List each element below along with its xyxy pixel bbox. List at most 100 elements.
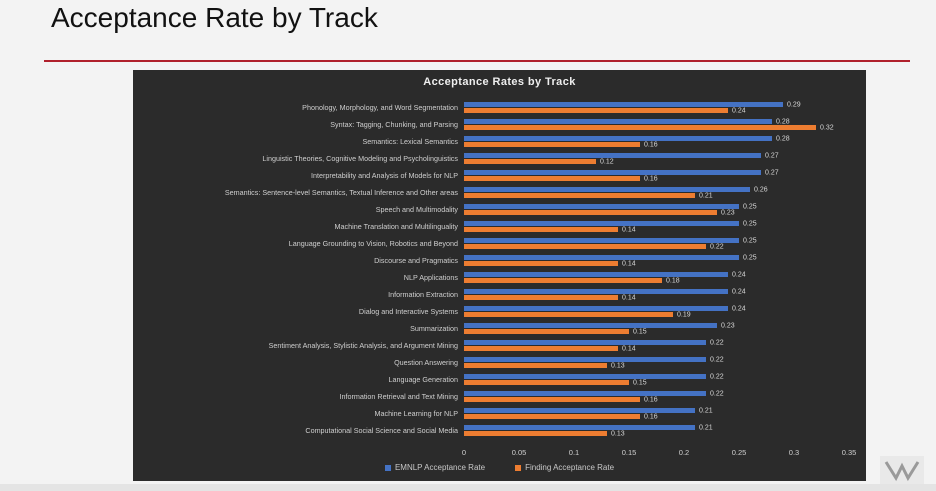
bar-finding xyxy=(464,193,695,198)
x-tick-label: 0.35 xyxy=(842,448,857,457)
legend-swatch-finding xyxy=(515,464,522,471)
data-label-finding: 0.15 xyxy=(633,380,647,387)
data-label-emnlp: 0.23 xyxy=(721,323,735,330)
x-tick-label: 0 xyxy=(462,448,466,457)
data-label-finding: 0.13 xyxy=(611,363,625,370)
data-label-emnlp: 0.25 xyxy=(743,238,757,245)
category-label: Speech and Multimodality xyxy=(376,205,459,214)
chart-panel: Acceptance Rates by Track Phonology, Mor… xyxy=(133,70,866,481)
bar-finding xyxy=(464,363,607,368)
category-label: Discourse and Pragmatics xyxy=(374,256,458,265)
data-label-finding: 0.24 xyxy=(732,108,746,115)
bar-emnlp xyxy=(464,425,695,430)
bar-emnlp xyxy=(464,187,750,192)
bar-finding xyxy=(464,329,629,334)
data-label-emnlp: 0.22 xyxy=(710,391,724,398)
data-label-finding: 0.13 xyxy=(611,431,625,438)
data-label-emnlp: 0.28 xyxy=(776,119,790,126)
data-label-emnlp: 0.27 xyxy=(765,170,779,177)
bar-finding xyxy=(464,261,618,266)
category-label: Sentiment Analysis, Stylistic Analysis, … xyxy=(269,341,458,350)
data-label-finding: 0.19 xyxy=(677,312,691,319)
bar-emnlp xyxy=(464,391,706,396)
bar-emnlp xyxy=(464,374,706,379)
x-tick-label: 0.1 xyxy=(569,448,579,457)
data-label-emnlp: 0.25 xyxy=(743,255,757,262)
data-label-emnlp: 0.22 xyxy=(710,357,724,364)
data-label-finding: 0.12 xyxy=(600,159,614,166)
bar-emnlp xyxy=(464,119,772,124)
category-label: Question Answering xyxy=(394,358,458,367)
bar-emnlp xyxy=(464,170,761,175)
bar-finding xyxy=(464,397,640,402)
data-label-finding: 0.14 xyxy=(622,227,636,234)
legend-label-emnlp: EMNLP Acceptance Rate xyxy=(394,463,486,472)
category-label: Phonology, Morphology, and Word Segmenta… xyxy=(302,103,458,112)
bar-finding xyxy=(464,227,618,232)
bar-finding xyxy=(464,142,640,147)
category-label: Summarization xyxy=(410,324,458,333)
legend-item-finding: Finding Acceptance Rate xyxy=(515,463,614,472)
legend-item-emnlp: EMNLP Acceptance Rate xyxy=(384,463,486,472)
bar-emnlp xyxy=(464,340,706,345)
category-label: Language Grounding to Vision, Robotics a… xyxy=(289,239,458,248)
data-label-emnlp: 0.25 xyxy=(743,221,757,228)
bar-emnlp xyxy=(464,357,706,362)
bar-finding xyxy=(464,312,673,317)
bar-emnlp xyxy=(464,255,739,260)
data-label-emnlp: 0.21 xyxy=(699,408,713,415)
category-label: Dialog and Interactive Systems xyxy=(359,307,458,316)
data-label-finding: 0.14 xyxy=(622,261,636,268)
bar-finding xyxy=(464,346,618,351)
bar-emnlp xyxy=(464,238,739,243)
bar-finding xyxy=(464,431,607,436)
data-label-finding: 0.16 xyxy=(644,176,658,183)
bar-finding xyxy=(464,295,618,300)
data-label-finding: 0.16 xyxy=(644,414,658,421)
category-label: Information Retrieval and Text Mining xyxy=(339,392,458,401)
bar-finding xyxy=(464,210,717,215)
category-label: Syntax: Tagging, Chunking, and Parsing xyxy=(330,120,458,129)
legend-label-finding: Finding Acceptance Rate xyxy=(525,463,615,472)
bar-emnlp xyxy=(464,408,695,413)
bar-finding xyxy=(464,244,706,249)
category-label: Computational Social Science and Social … xyxy=(305,426,458,435)
corner-logo-icon xyxy=(880,456,924,484)
bar-finding xyxy=(464,176,640,181)
bar-finding xyxy=(464,278,662,283)
category-label: Language Generation xyxy=(388,375,458,384)
x-tick-label: 0.25 xyxy=(732,448,747,457)
data-label-emnlp: 0.26 xyxy=(754,187,768,194)
bar-emnlp xyxy=(464,306,728,311)
category-label: Interpretability and Analysis of Models … xyxy=(311,171,458,180)
x-tick-label: 0.3 xyxy=(789,448,799,457)
chart-title: Acceptance Rates by Track xyxy=(423,76,576,88)
data-label-finding: 0.16 xyxy=(644,142,658,149)
bar-finding xyxy=(464,380,629,385)
bar-finding xyxy=(464,414,640,419)
category-label: Machine Learning for NLP xyxy=(374,409,458,418)
slide-title: Acceptance Rate by Track xyxy=(51,2,378,33)
data-label-finding: 0.22 xyxy=(710,244,724,251)
bar-finding xyxy=(464,108,728,113)
category-label: Machine Translation and Multilinguality xyxy=(335,222,459,231)
data-label-finding: 0.14 xyxy=(622,346,636,353)
category-label: Semantics: Sentence-level Semantics, Tex… xyxy=(225,188,459,197)
data-label-emnlp: 0.27 xyxy=(765,153,779,160)
bar-finding xyxy=(464,159,596,164)
category-label: Linguistic Theories, Cognitive Modeling … xyxy=(262,154,458,163)
data-label-emnlp: 0.21 xyxy=(699,425,713,432)
bar-finding xyxy=(464,125,816,130)
data-label-finding: 0.14 xyxy=(622,295,636,302)
data-label-emnlp: 0.22 xyxy=(710,374,724,381)
data-label-finding: 0.32 xyxy=(820,125,834,132)
data-label-finding: 0.23 xyxy=(721,210,735,217)
category-label: Semantics: Lexical Semantics xyxy=(363,137,459,146)
data-label-emnlp: 0.24 xyxy=(732,272,746,279)
data-label-finding: 0.21 xyxy=(699,193,713,200)
data-label-emnlp: 0.25 xyxy=(743,204,757,211)
chart-legend: EMNLP Acceptance Rate Finding Acceptance… xyxy=(133,463,866,472)
data-label-finding: 0.16 xyxy=(644,397,658,404)
category-label: Information Extraction xyxy=(388,290,458,299)
bar-emnlp xyxy=(464,323,717,328)
